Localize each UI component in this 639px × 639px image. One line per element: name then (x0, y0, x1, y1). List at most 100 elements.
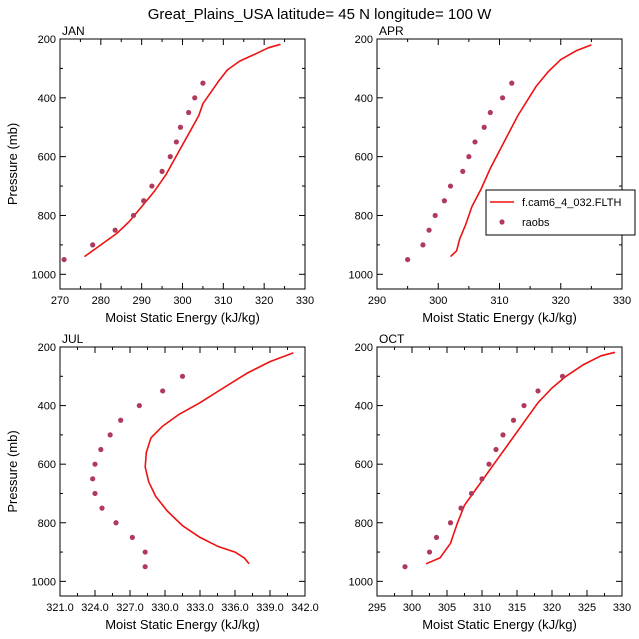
model-line (449, 44, 592, 258)
plot-frame (59, 346, 306, 597)
raobs-point (487, 109, 493, 116)
x-tick-label: 339.0 (256, 602, 284, 614)
y-axis-label: Pressure (mb) (5, 430, 20, 512)
raobs-point (160, 388, 166, 394)
raobs-point (192, 95, 198, 101)
raobs-point (472, 139, 478, 145)
panel-apr: 200 400 600 800 1000 290 300 310 320 330 APR Moist … (349, 24, 632, 325)
y-tick-label: 200 (355, 342, 373, 354)
raobs-point (441, 198, 447, 204)
raobs-point (509, 80, 515, 86)
x-axis-label: Moist Static Energy (kJ/kg) (422, 617, 577, 632)
x-tick-label: 324.0 (81, 602, 109, 614)
raobs-point (61, 256, 67, 263)
y-tick-label: 400 (38, 401, 56, 413)
y-tick-label: 600 (38, 459, 56, 471)
y-tick-label: 200 (355, 34, 373, 46)
panel-jul: 200 400 600 800 1000 321.0 324.0 327.0 330.0 333.… (5, 332, 319, 632)
raobs-point (447, 520, 454, 526)
raobs-point (559, 373, 566, 379)
x-tick-label: 310 (490, 295, 508, 307)
x-axis-label: Moist Static Energy (kJ/kg) (422, 310, 577, 325)
raobs-point (130, 212, 137, 219)
panel-label: JUL (62, 332, 84, 346)
panel-label: JAN (62, 24, 85, 38)
x-tick-label: 295 (368, 602, 386, 614)
x-tick-label: 315 (508, 602, 526, 614)
raobs-point (159, 168, 165, 174)
legend-box (485, 189, 636, 236)
plot-frame (59, 38, 306, 290)
raobs-point (521, 402, 527, 409)
raobs-point (186, 109, 192, 116)
x-tick-label: 270 (51, 295, 69, 307)
raobs-point (447, 183, 454, 189)
x-tick-label: 300 (173, 295, 191, 307)
raobs-point (107, 432, 113, 438)
raobs-point (142, 564, 148, 570)
raobs-point (90, 476, 96, 482)
x-tick-label: 321.0 (46, 602, 74, 614)
x-tick-label: 327.0 (116, 602, 144, 614)
raobs-point (481, 124, 487, 130)
x-tick-label: 330.0 (151, 602, 179, 614)
raobs-point (499, 95, 506, 101)
x-tick-label: 336.0 (221, 602, 249, 614)
panel-label: APR (379, 24, 404, 38)
raobs-point (98, 446, 104, 453)
figure-title: Great_Plains_USA latitude= 45 N longitud… (148, 6, 492, 23)
x-tick-label: 325 (578, 602, 596, 614)
raobs-point (460, 168, 466, 174)
y-tick-label: 600 (38, 152, 56, 164)
raobs-point (535, 388, 541, 394)
model-line (144, 352, 294, 565)
raobs-point (118, 417, 124, 423)
legend-obs-swatch (499, 219, 505, 225)
x-tick-label: 300 (403, 602, 421, 614)
y-tick-label: 800 (38, 210, 56, 222)
y-tick-label: 1000 (32, 269, 56, 281)
y-tick-label: 800 (355, 210, 373, 222)
raobs-point (136, 402, 142, 409)
x-tick-label: 330 (296, 295, 314, 307)
raobs-point (420, 242, 426, 248)
x-tick-label: 300 (429, 295, 447, 307)
x-tick-label: 330 (613, 295, 631, 307)
y-tick-label: 800 (38, 518, 56, 530)
raobs-point (141, 198, 147, 204)
raobs-point (112, 227, 118, 233)
raobs-point (433, 534, 440, 541)
raobs-point (200, 80, 206, 86)
raobs-point (426, 227, 432, 233)
y-tick-label: 1000 (32, 576, 56, 588)
raobs-point (99, 505, 105, 511)
x-tick-label: 310 (214, 295, 232, 307)
raobs-point (510, 417, 517, 423)
x-tick-label: 305 (438, 602, 456, 614)
x-axis-label: Moist Static Energy (kJ/kg) (105, 310, 260, 325)
x-tick-label: 290 (368, 295, 386, 307)
raobs-point (142, 549, 148, 555)
x-tick-label: 342.0 (291, 602, 319, 614)
x-tick-label: 320 (543, 602, 561, 614)
raobs-point (405, 256, 411, 263)
raobs-point (177, 124, 184, 130)
raobs-point (468, 490, 475, 497)
raobs-point (167, 154, 173, 160)
x-tick-label: 290 (132, 295, 150, 307)
panels-group: 200 400 600 800 1000 270 280 290 300 310 320 330 JAN… (5, 24, 631, 632)
y-tick-label: 400 (355, 93, 373, 105)
x-tick-label: 310 (473, 602, 491, 614)
x-tick-label: 320 (552, 295, 570, 307)
y-tick-label: 800 (355, 518, 373, 530)
raobs-point (500, 432, 506, 438)
panel-oct: 200 400 600 800 1000 295 300 305 310 315 320 325 330… (349, 332, 632, 632)
raobs-point (426, 549, 433, 555)
raobs-point (129, 534, 135, 541)
y-tick-label: 400 (355, 401, 373, 413)
x-tick-label: 330 (613, 602, 631, 614)
raobs-point (113, 520, 119, 526)
raobs-point (149, 183, 155, 189)
